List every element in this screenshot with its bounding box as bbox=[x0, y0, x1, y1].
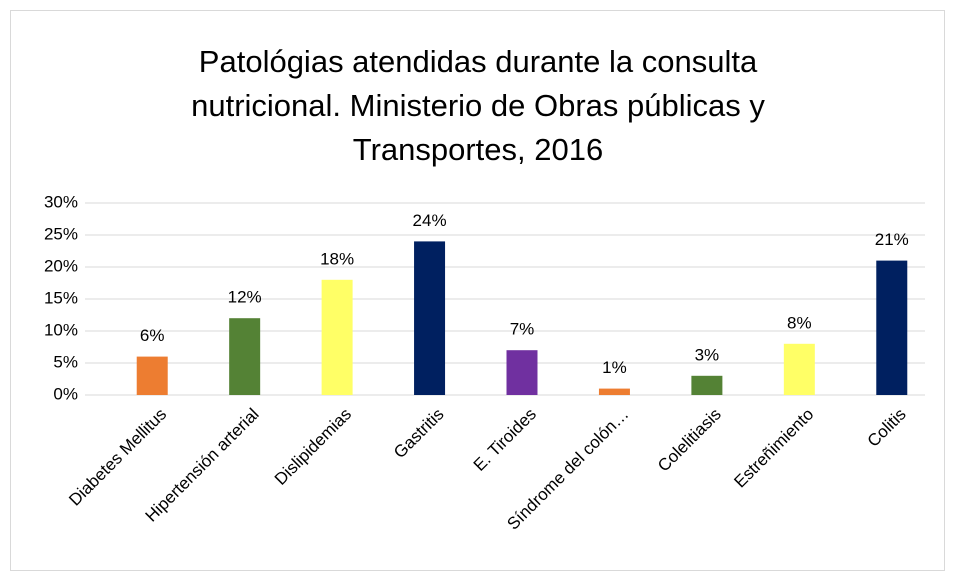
bar bbox=[321, 279, 353, 395]
x-tick-label: Colitis bbox=[864, 405, 910, 451]
x-tick-label: Dislipidemias bbox=[271, 405, 355, 489]
data-label: 7% bbox=[510, 320, 535, 339]
bar bbox=[598, 388, 630, 395]
bar bbox=[136, 356, 168, 395]
y-tick-label: 10% bbox=[44, 320, 78, 339]
data-label: 24% bbox=[413, 211, 447, 230]
data-label: 3% bbox=[695, 345, 720, 364]
x-tick-label: Diabetes Mellitus bbox=[65, 405, 170, 510]
y-tick-label: 5% bbox=[53, 352, 78, 371]
bar bbox=[783, 343, 815, 395]
data-label: 6% bbox=[140, 326, 165, 345]
x-tick-label: E. Tiroides bbox=[470, 405, 540, 475]
bar bbox=[691, 375, 723, 395]
x-tick-label: Gastritis bbox=[390, 405, 448, 463]
data-label: 21% bbox=[875, 230, 909, 249]
bar bbox=[506, 350, 538, 395]
y-tick-label: 0% bbox=[53, 384, 78, 403]
bar bbox=[876, 260, 908, 395]
y-tick-label: 20% bbox=[44, 256, 78, 275]
data-label: 12% bbox=[228, 288, 262, 307]
data-label: 1% bbox=[602, 358, 627, 377]
bar bbox=[414, 241, 446, 395]
chart-border bbox=[10, 10, 945, 571]
y-tick-label: 25% bbox=[44, 224, 78, 243]
x-tick-label: Estreñimiento bbox=[730, 405, 817, 492]
data-label: 8% bbox=[787, 313, 812, 332]
data-label: 18% bbox=[320, 249, 354, 268]
bar bbox=[229, 318, 261, 395]
y-tick-label: 30% bbox=[44, 192, 78, 211]
y-tick-label: 15% bbox=[44, 288, 78, 307]
chart-title: Patológias atendidas durante la consulta… bbox=[191, 44, 765, 167]
x-tick-label: Colelitiasis bbox=[654, 405, 725, 476]
